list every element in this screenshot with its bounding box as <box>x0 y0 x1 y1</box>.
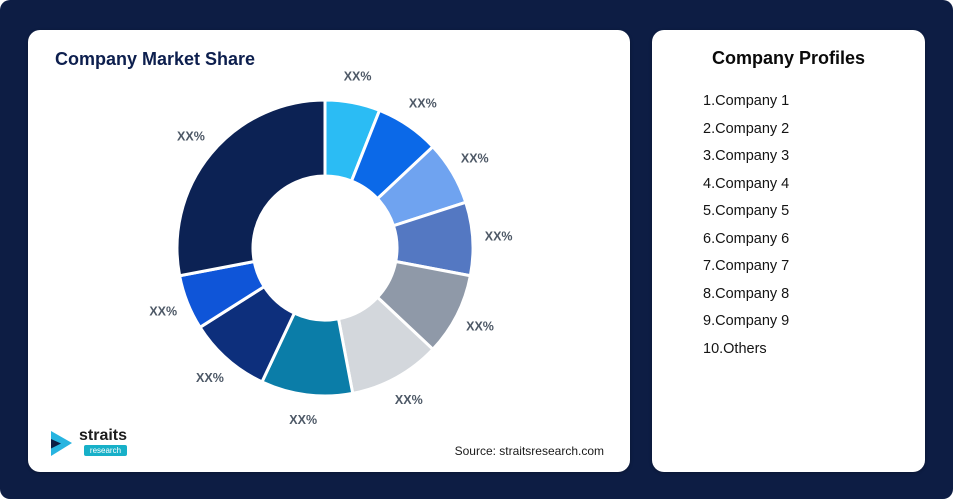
company-list: 1.Company 1 2.Company 2 3.Company 3 4.Compa… <box>703 88 915 363</box>
chart-title: Company Market Share <box>55 48 256 69</box>
segment-label: XX% <box>485 229 513 243</box>
segment-label: XX% <box>177 129 205 143</box>
logo-brand-text: straits <box>79 427 128 444</box>
straits-logo-icon <box>51 431 72 456</box>
logo-sub-text: research <box>83 445 128 456</box>
segment-label: XX% <box>461 152 489 166</box>
company-list-item: 3.Company 3 <box>703 148 790 164</box>
company-list-item: 10.Others <box>703 340 767 357</box>
market-share-card: Company Market Share XX% XX% XX% XX% XX% XX% X… <box>28 30 630 472</box>
company-list-item: 8.Company 8 <box>703 285 790 302</box>
segment-label: XX% <box>196 371 224 385</box>
company-list-item: 9.Company 9 <box>703 313 790 329</box>
profiles-title: Company Profiles <box>711 48 866 68</box>
donut-segment-others <box>175 98 327 278</box>
source-text: Source: straitsresearch.com <box>454 444 604 458</box>
segment-label: XX% <box>289 413 317 427</box>
company-list-item: 6.Company 6 <box>703 230 790 247</box>
straits-logo: straits research <box>50 427 128 458</box>
segment-label: XX% <box>409 96 437 110</box>
segment-label: XX% <box>344 69 372 83</box>
company-list-item: 4.Company 4 <box>703 175 790 192</box>
segment-label: XX% <box>466 319 494 333</box>
company-profiles-card: Company Profiles 1.Company 1 2.Company 2 3… <box>652 30 925 472</box>
company-list-item: 1.Company 1 <box>703 93 790 109</box>
company-list-item: 7.Company 7 <box>703 258 790 274</box>
company-list-item: 5.Company 5 <box>703 203 790 219</box>
company-list-item: 2.Company 2 <box>703 120 790 137</box>
segment-label: XX% <box>395 393 423 407</box>
donut-chart: XX% XX% XX% XX% XX% XX% XX% XX% XX% XX% <box>149 69 513 427</box>
segment-label: XX% <box>149 304 177 318</box>
